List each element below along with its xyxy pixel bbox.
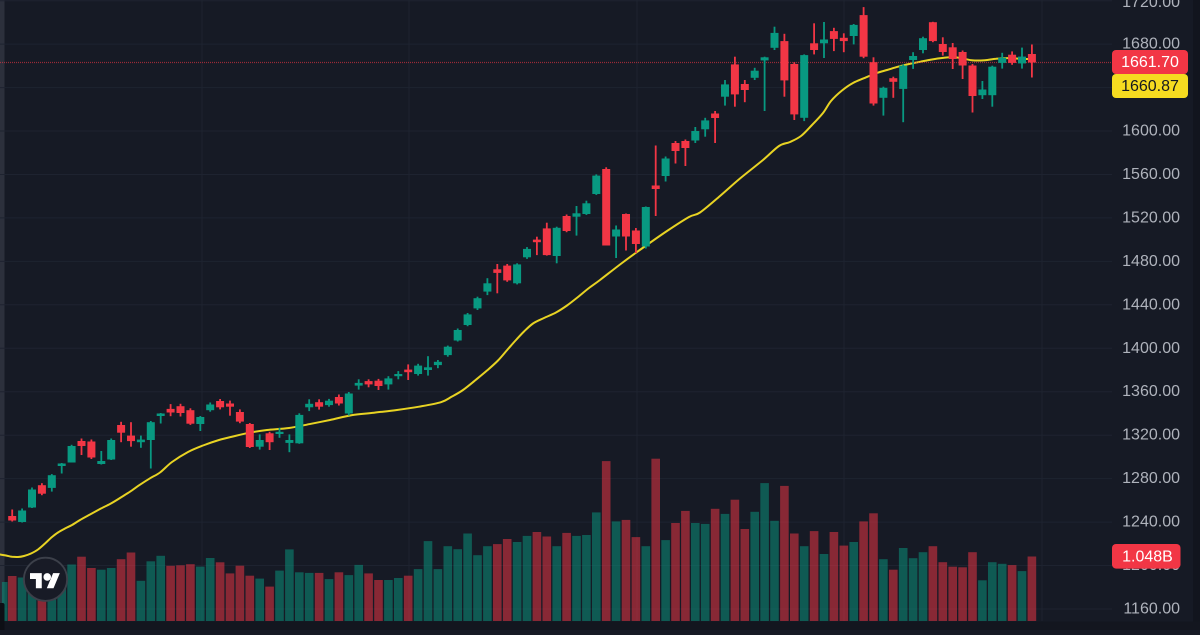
svg-text:1360.00: 1360.00	[1122, 383, 1180, 400]
svg-text:1.048B: 1.048B	[1122, 548, 1173, 565]
svg-text:1680.00: 1680.00	[1122, 36, 1180, 53]
svg-text:1480.00: 1480.00	[1122, 253, 1180, 270]
svg-text:1240.00: 1240.00	[1122, 514, 1180, 531]
svg-text:1661.70: 1661.70	[1121, 54, 1179, 71]
svg-text:1160.00: 1160.00	[1123, 601, 1180, 618]
svg-text:1440.00: 1440.00	[1122, 296, 1180, 313]
svg-text:1660.87: 1660.87	[1121, 78, 1179, 95]
svg-text:1560.00: 1560.00	[1122, 166, 1180, 183]
svg-text:1600.00: 1600.00	[1122, 123, 1180, 140]
svg-text:1520.00: 1520.00	[1122, 209, 1180, 226]
svg-text:1720.00: 1720.00	[1122, 0, 1180, 11]
svg-text:1320.00: 1320.00	[1122, 427, 1180, 444]
svg-text:1400.00: 1400.00	[1122, 340, 1180, 357]
svg-text:1280.00: 1280.00	[1122, 470, 1180, 487]
